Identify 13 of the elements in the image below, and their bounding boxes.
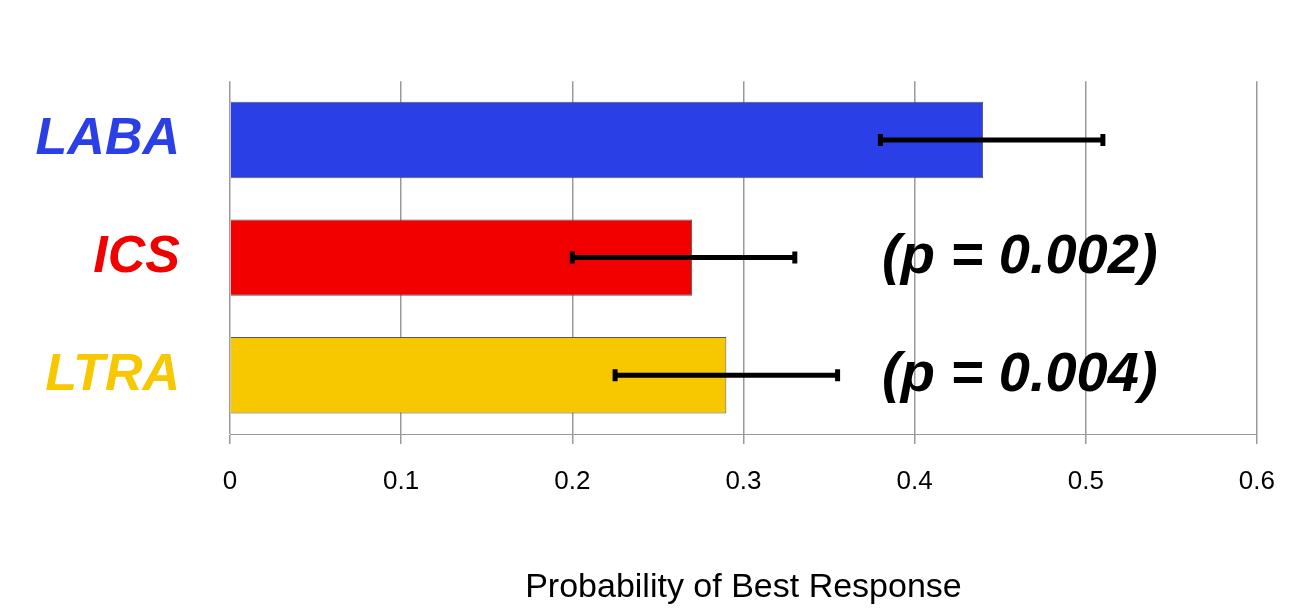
x-tick-label: 0.3 (725, 464, 762, 495)
x-axis-title: Probability of Best Response (525, 565, 962, 604)
annotation: (p = 0.004) (882, 339, 1158, 403)
x-tick-label: 0.5 (1067, 464, 1104, 495)
x-tick-label: 0.2 (554, 464, 591, 495)
x-tick-label: 0.6 (1238, 464, 1276, 495)
y-tick-label: ICS (93, 224, 181, 283)
annotation: (p = 0.002) (882, 222, 1158, 286)
y-tick-label: LABA (35, 107, 180, 166)
x-tick-label: 0.1 (383, 464, 420, 495)
y-tick-label: LTRA (45, 342, 180, 401)
x-tick-label: 0.4 (896, 464, 933, 495)
x-tick-label: 0 (222, 464, 238, 495)
